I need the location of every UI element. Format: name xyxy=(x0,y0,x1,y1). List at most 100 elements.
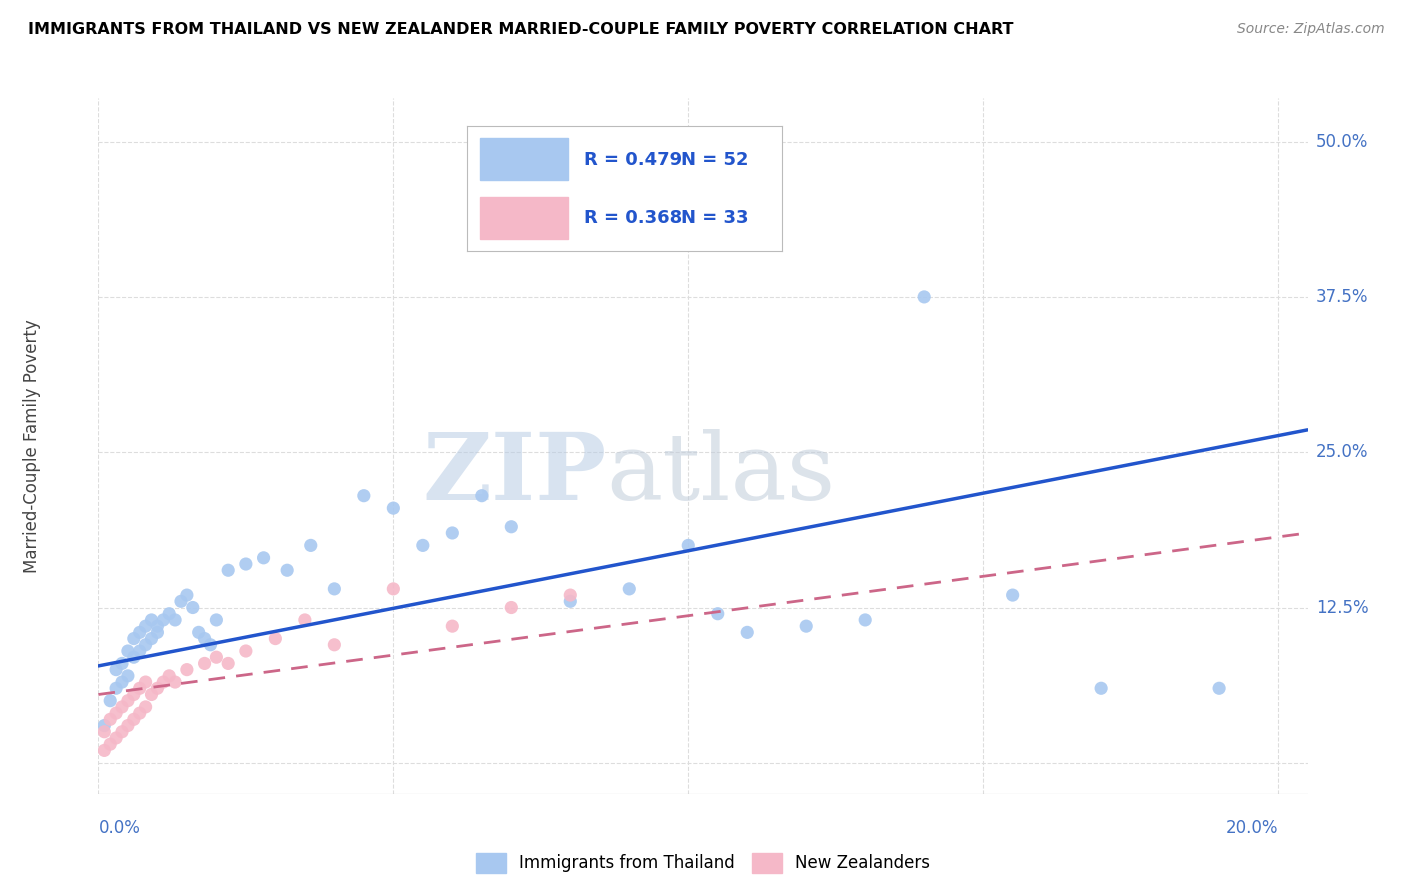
Point xyxy=(235,557,257,571)
Point xyxy=(105,681,128,696)
Point xyxy=(441,619,464,633)
Point xyxy=(157,607,180,621)
Point xyxy=(194,632,217,646)
Point xyxy=(217,657,239,671)
Text: Married-Couple Family Poverty: Married-Couple Family Poverty xyxy=(22,319,41,573)
Point xyxy=(146,681,169,696)
Point xyxy=(1208,681,1230,696)
Point xyxy=(93,724,115,739)
Point xyxy=(264,632,287,646)
Point xyxy=(205,613,228,627)
Point xyxy=(441,526,464,541)
Point xyxy=(678,538,700,552)
Point xyxy=(111,657,134,671)
Point xyxy=(1001,588,1024,602)
Point xyxy=(382,501,405,516)
Point xyxy=(105,663,128,677)
Text: atlas: atlas xyxy=(606,429,835,519)
Bar xyxy=(479,138,568,180)
Point xyxy=(187,625,209,640)
Point xyxy=(471,489,494,503)
Point xyxy=(135,675,157,690)
Point xyxy=(141,688,163,702)
Point xyxy=(135,699,157,714)
Point xyxy=(294,613,316,627)
Point xyxy=(165,613,187,627)
Point xyxy=(98,737,121,751)
Text: 50.0%: 50.0% xyxy=(1316,133,1368,151)
Bar xyxy=(479,197,568,239)
Point xyxy=(853,613,876,627)
Point xyxy=(105,731,128,745)
Point xyxy=(141,632,163,646)
Point xyxy=(98,712,121,726)
Point xyxy=(111,724,134,739)
Point xyxy=(323,638,346,652)
Text: R = 0.368: R = 0.368 xyxy=(583,209,682,227)
Point xyxy=(146,625,169,640)
Point xyxy=(128,644,150,658)
Point xyxy=(122,712,145,726)
Point xyxy=(122,688,145,702)
Point xyxy=(1090,681,1112,696)
Point xyxy=(117,669,139,683)
Point xyxy=(128,706,150,720)
Point xyxy=(706,607,728,621)
Point xyxy=(912,290,935,304)
Point xyxy=(152,675,174,690)
Point xyxy=(205,650,228,665)
Text: 37.5%: 37.5% xyxy=(1316,288,1368,306)
Point xyxy=(146,619,169,633)
Point xyxy=(181,600,204,615)
Point xyxy=(176,588,198,602)
Point xyxy=(252,550,274,565)
Point xyxy=(135,619,157,633)
Text: ZIP: ZIP xyxy=(422,429,606,519)
Point xyxy=(200,638,222,652)
Point xyxy=(323,582,346,596)
Point xyxy=(648,202,671,217)
Point xyxy=(382,582,405,596)
Point xyxy=(412,538,434,552)
Point xyxy=(619,582,641,596)
Point xyxy=(353,489,375,503)
Point xyxy=(501,600,523,615)
Point xyxy=(235,644,257,658)
Point xyxy=(165,675,187,690)
Point xyxy=(128,625,150,640)
Point xyxy=(117,718,139,732)
Text: 20.0%: 20.0% xyxy=(1226,819,1278,837)
Text: 25.0%: 25.0% xyxy=(1316,443,1368,461)
Point xyxy=(111,699,134,714)
Text: N = 33: N = 33 xyxy=(681,209,748,227)
Point xyxy=(128,681,150,696)
Point xyxy=(157,669,180,683)
Point xyxy=(93,718,115,732)
Point xyxy=(122,632,145,646)
Point xyxy=(794,619,817,633)
Point xyxy=(117,694,139,708)
Point xyxy=(170,594,193,608)
Point xyxy=(117,644,139,658)
Point xyxy=(176,663,198,677)
Point xyxy=(217,563,239,577)
Point xyxy=(560,588,582,602)
Point xyxy=(93,743,115,757)
Text: 0.0%: 0.0% xyxy=(98,819,141,837)
Text: Source: ZipAtlas.com: Source: ZipAtlas.com xyxy=(1237,22,1385,37)
Point xyxy=(152,613,174,627)
Point xyxy=(105,706,128,720)
Point xyxy=(135,638,157,652)
Text: IMMIGRANTS FROM THAILAND VS NEW ZEALANDER MARRIED-COUPLE FAMILY POVERTY CORRELAT: IMMIGRANTS FROM THAILAND VS NEW ZEALANDE… xyxy=(28,22,1014,37)
Text: R = 0.479: R = 0.479 xyxy=(583,151,682,169)
Point xyxy=(122,650,145,665)
Point xyxy=(98,694,121,708)
Point xyxy=(560,594,582,608)
Point xyxy=(141,613,163,627)
Legend: Immigrants from Thailand, New Zealanders: Immigrants from Thailand, New Zealanders xyxy=(470,847,936,880)
Point xyxy=(276,563,298,577)
Text: N = 52: N = 52 xyxy=(681,151,748,169)
Point xyxy=(111,675,134,690)
Point xyxy=(194,657,217,671)
Point xyxy=(735,625,758,640)
